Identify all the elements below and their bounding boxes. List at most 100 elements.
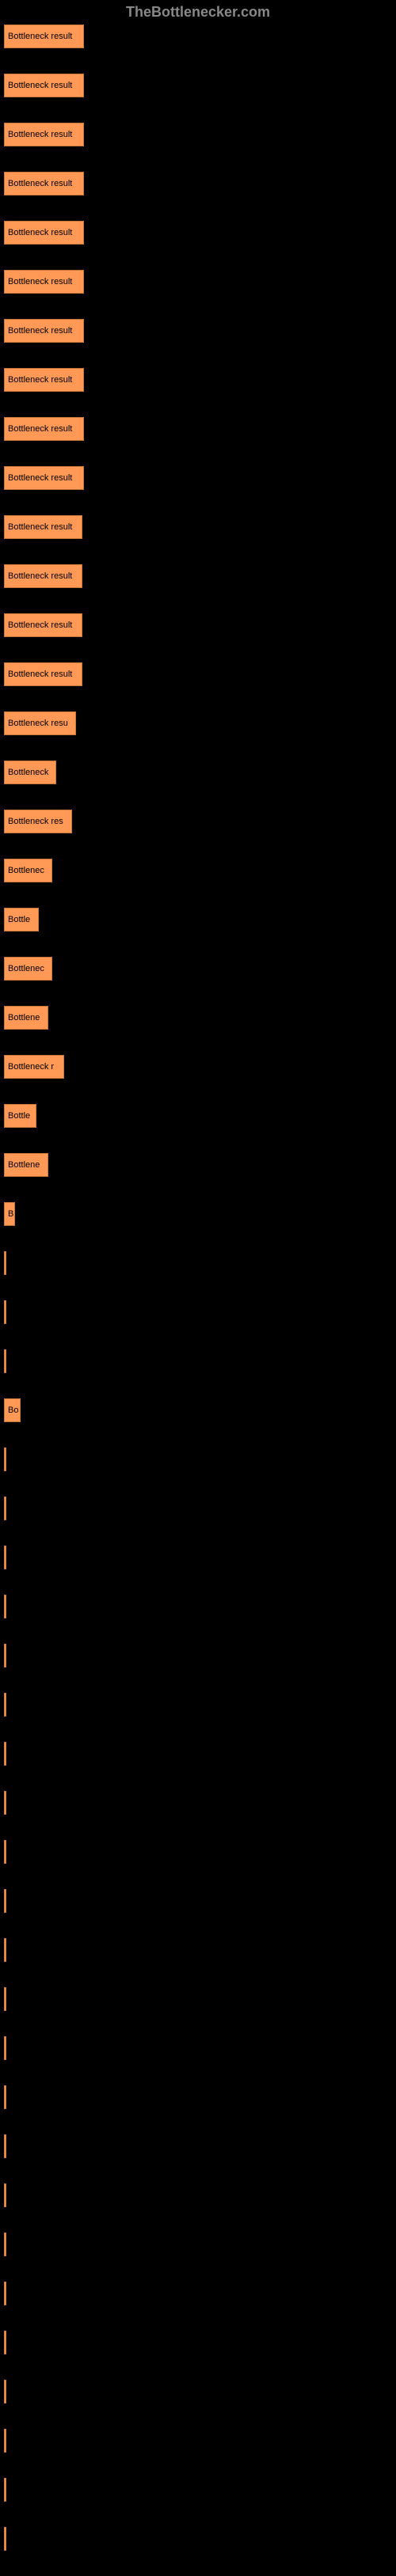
bar: Bottleneck result xyxy=(4,564,82,588)
bar-row xyxy=(4,1987,392,2011)
bar-row xyxy=(4,1251,392,1275)
bar: Bottleneck result xyxy=(4,417,84,441)
bar-row: Bottleneck result xyxy=(4,564,392,588)
bar-label: Bottleneck result xyxy=(8,81,72,90)
bar-label: Bottleneck result xyxy=(8,326,72,336)
bar-row: Bottleneck result xyxy=(4,613,392,637)
bar-label: Bottleneck xyxy=(8,768,48,777)
bar: Bottleneck result xyxy=(4,123,84,146)
bar-label: Bo xyxy=(8,1406,18,1415)
bar-row: Bottleneck result xyxy=(4,662,392,686)
bar-row xyxy=(4,2331,392,2354)
bar-row xyxy=(4,2282,392,2305)
bar-label: Bottlene xyxy=(8,1013,40,1022)
bar xyxy=(4,1349,6,1373)
bar xyxy=(4,2331,6,2354)
bar xyxy=(4,2134,6,2158)
bar xyxy=(4,1693,6,1717)
bar-row xyxy=(4,1644,392,1667)
bar-row: Bottlenec xyxy=(4,859,392,882)
bar: Bottle xyxy=(4,908,39,931)
bar: Bottleneck result xyxy=(4,25,84,48)
bar-row: Bottlene xyxy=(4,1153,392,1177)
bar xyxy=(4,1889,6,1913)
bar-label: Bottleneck result xyxy=(8,571,72,581)
bar-row: Bottleneck result xyxy=(4,74,392,97)
bar-row: Bottlenec xyxy=(4,957,392,981)
bar-row: Bottleneck result xyxy=(4,319,392,343)
bar xyxy=(4,1938,6,1962)
bar-row: Bottlene xyxy=(4,1006,392,1030)
bar-row: B xyxy=(4,1202,392,1226)
bar: Bottleneck result xyxy=(4,74,84,97)
bar-label: Bottleneck result xyxy=(8,32,72,41)
bar: Bottleneck result xyxy=(4,270,84,294)
bar-label: B xyxy=(8,1209,13,1219)
bar-label: Bottleneck result xyxy=(8,473,72,483)
bar xyxy=(4,1791,6,1815)
bar-row: Bottleneck result xyxy=(4,123,392,146)
bar: Bottleneck xyxy=(4,761,56,784)
bar-row: Bottleneck result xyxy=(4,25,392,48)
bar xyxy=(4,2282,6,2305)
bar-row: Bottleneck result xyxy=(4,515,392,539)
bar-label: Bottleneck result xyxy=(8,130,72,139)
bar-row xyxy=(4,2134,392,2158)
bar-row: Bottleneck xyxy=(4,761,392,784)
bar: Bottleneck result xyxy=(4,172,84,195)
bar xyxy=(4,1447,6,1471)
bar-row xyxy=(4,1742,392,1766)
bar-label: Bottleneck result xyxy=(8,228,72,237)
bar xyxy=(4,1742,6,1766)
bar-label: Bottleneck result xyxy=(8,277,72,286)
bar-row: Bottleneck result xyxy=(4,368,392,392)
bar xyxy=(4,2478,6,2502)
bar: Bottleneck resu xyxy=(4,711,76,735)
bar-row: Bottleneck res xyxy=(4,810,392,833)
bar-row xyxy=(4,2233,392,2256)
bar-label: Bottleneck resu xyxy=(8,719,68,728)
bar-row xyxy=(4,2183,392,2207)
bar xyxy=(4,1497,6,1520)
bar xyxy=(4,2429,6,2453)
bar-row: Bottle xyxy=(4,1104,392,1128)
bar-row xyxy=(4,2085,392,2109)
bar xyxy=(4,1251,6,1275)
bar: Bottlene xyxy=(4,1006,48,1030)
bar: Bottleneck result xyxy=(4,662,82,686)
bar: Bottlene xyxy=(4,1153,48,1177)
bar: Bo xyxy=(4,1398,21,1422)
bar-row xyxy=(4,1889,392,1913)
bar-row: Bottleneck r xyxy=(4,1055,392,1079)
watermark-text: TheBottlenecker.com xyxy=(0,0,396,25)
bar xyxy=(4,1595,6,1618)
bar-row: Bottleneck resu xyxy=(4,711,392,735)
bar-row xyxy=(4,1349,392,1373)
bar-row xyxy=(4,1497,392,1520)
bar: Bottle xyxy=(4,1104,36,1128)
bar-row: Bottleneck result xyxy=(4,221,392,245)
bar xyxy=(4,2036,6,2060)
bar-row: Bottleneck result xyxy=(4,172,392,195)
bar: Bottleneck result xyxy=(4,613,82,637)
bar-row xyxy=(4,1546,392,1569)
bar xyxy=(4,2380,6,2403)
bar xyxy=(4,2527,6,2551)
bar-row xyxy=(4,1840,392,1864)
bar xyxy=(4,2233,6,2256)
bar-row: Bottleneck result xyxy=(4,466,392,490)
bar-row xyxy=(4,2036,392,2060)
bar-label: Bottleneck result xyxy=(8,522,72,532)
bar: Bottleneck res xyxy=(4,810,72,833)
bar: B xyxy=(4,1202,15,1226)
bar-chart: Bottleneck result Bottleneck result Bottle… xyxy=(0,25,396,2551)
bar-label: Bottlenec xyxy=(8,866,44,875)
bar xyxy=(4,2183,6,2207)
bar-label: Bottlenec xyxy=(8,964,44,973)
bar-label: Bottleneck r xyxy=(8,1062,54,1072)
bar-label: Bottlene xyxy=(8,1160,40,1170)
bar-row xyxy=(4,1791,392,1815)
bar-row xyxy=(4,2478,392,2502)
bar: Bottleneck result xyxy=(4,368,84,392)
bar-label: Bottleneck result xyxy=(8,375,72,385)
